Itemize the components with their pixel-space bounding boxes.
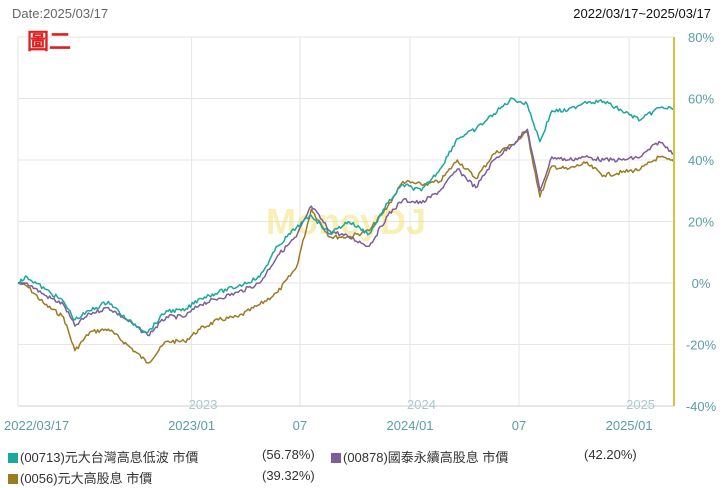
x-tick-label: 2022/03/17 (4, 418, 69, 433)
series-lines (17, 97, 675, 364)
figure-label: 圖二 (27, 30, 72, 55)
legend-label: (00878)國泰永續高股息 市價 (343, 450, 509, 465)
watermark: MoneyDJ (266, 201, 426, 242)
legend-item-0056[interactable]: (0056)元大高股息 市價 (8, 468, 152, 487)
x-tick-label: 2023/01 (168, 418, 215, 433)
series-line-00713 (17, 97, 675, 334)
year-marker: 2023 (189, 397, 218, 412)
x-tick-label: 2025/01 (606, 418, 653, 433)
y-tick-labels: 80% 60% 40% 20% 0% -20% -40% (686, 30, 717, 414)
legend-item-00713[interactable]: (00713)元大台灣高息低波 市價 (8, 447, 198, 466)
legend-label: (00713)元大台灣高息低波 市價 (20, 450, 199, 465)
legend-swatch (331, 453, 341, 463)
date-label: Date:2025/03/17 (12, 6, 109, 21)
legend-swatch (8, 453, 18, 463)
year-marker: 2025 (626, 397, 655, 412)
date-range-label: 2022/03/17~2025/03/17 (573, 6, 711, 21)
legend-swatch (8, 474, 18, 484)
legend-value-00878: (42.20%) (584, 447, 637, 462)
y-tick-label: 0% (692, 276, 711, 291)
year-marker: 2024 (407, 397, 436, 412)
legend-value-0056: (39.32%) (262, 468, 315, 483)
legend-value-00713: (56.78%) (262, 447, 315, 462)
y-tick-label: 60% (688, 92, 714, 107)
legend-item-00878[interactable]: (00878)國泰永續高股息 市價 (331, 447, 508, 466)
y-tick-label: 20% (688, 215, 714, 230)
y-tick-label: 40% (688, 153, 714, 168)
x-tick-labels: 2022/03/17 2023/01 2023 07 2024/01 2024 07 2025… (4, 397, 655, 433)
y-tick-label: -20% (686, 338, 717, 353)
series-line-0056 (17, 131, 675, 364)
y-tick-label: 80% (688, 30, 714, 45)
legend-label: (0056)元大高股息 市價 (20, 471, 153, 486)
x-tick-label: 07 (293, 418, 307, 433)
x-tick-label: 2024/01 (387, 418, 434, 433)
y-tick-label: -40% (686, 399, 717, 414)
x-tick-label: 07 (512, 418, 526, 433)
